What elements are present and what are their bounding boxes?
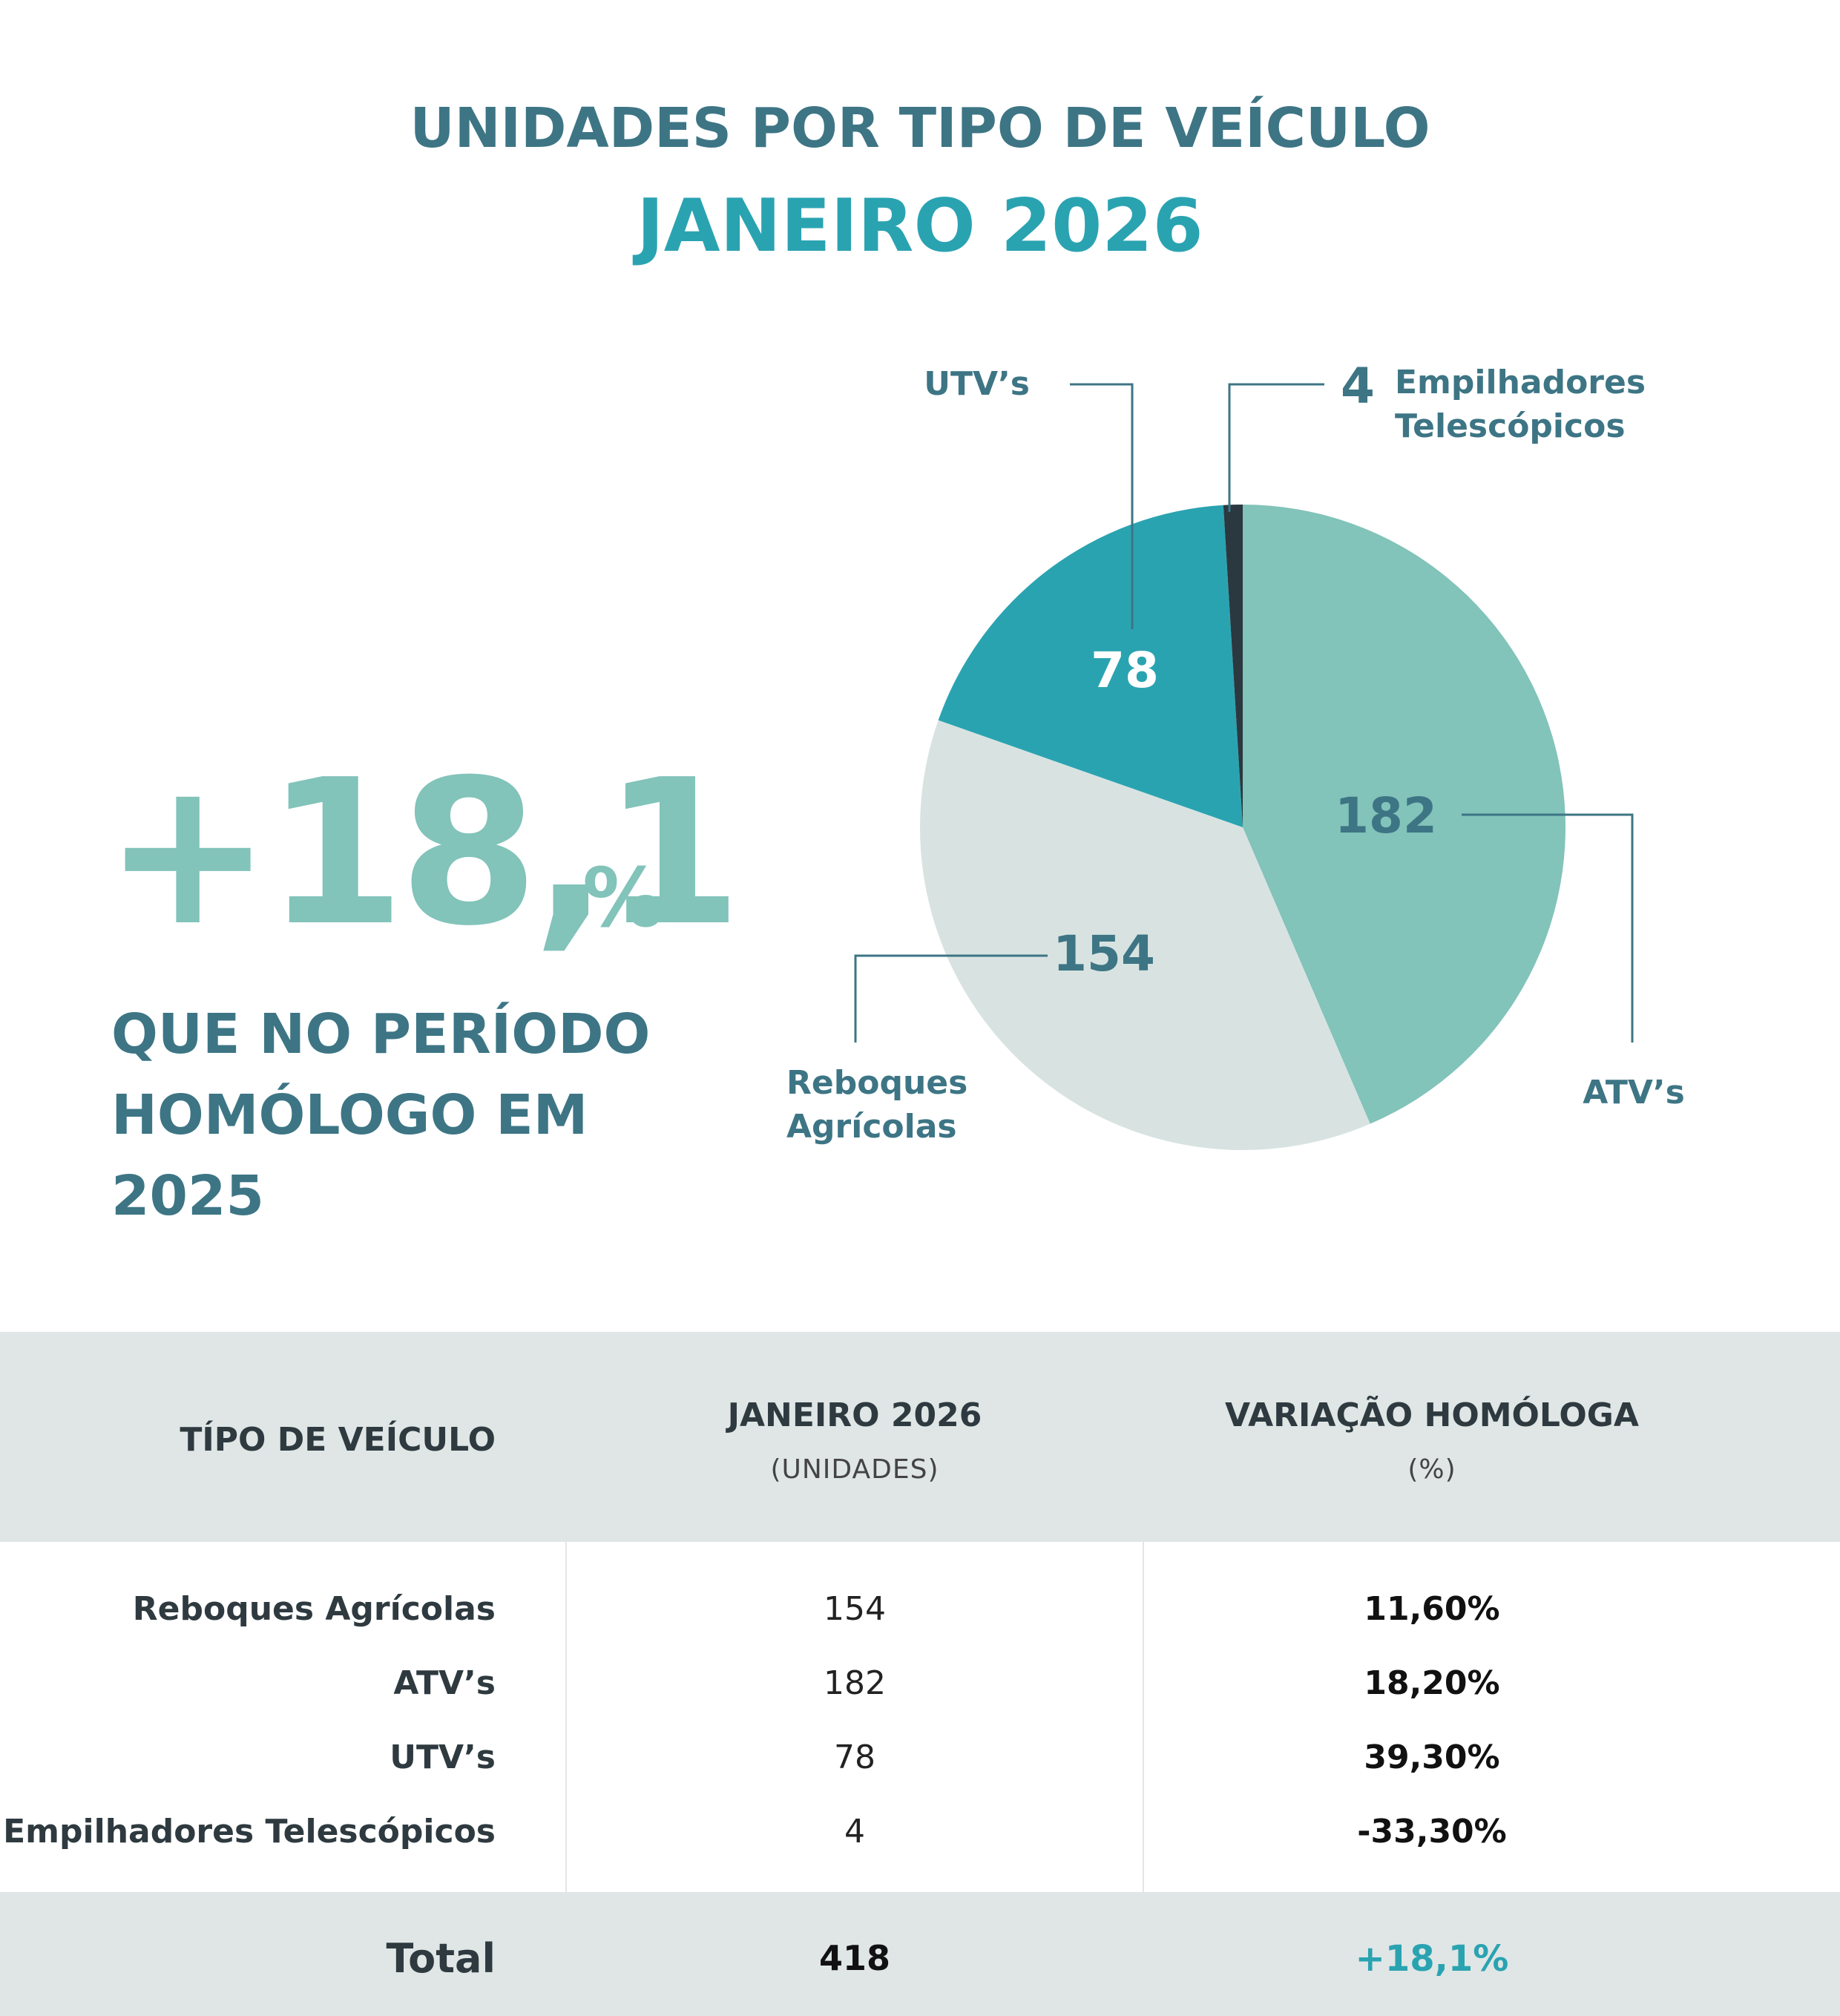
table-header — [0, 1332, 1840, 1542]
slice-value-empilhadores: 4 — [1341, 358, 1375, 415]
callout-line-reboques — [854, 954, 1048, 1043]
column-header-variation-sub: (%) — [1407, 1454, 1456, 1485]
column-header-units-sub: (UNIDADES) — [770, 1454, 939, 1485]
pie-slices — [920, 505, 1565, 1150]
row-units: 182 — [824, 1664, 886, 1702]
slice-atv — [1243, 505, 1565, 1124]
total-label: Total — [386, 1935, 496, 1982]
total-units: 418 — [818, 1938, 891, 1978]
highlight-description: QUE NO PERÍODO HOMÓLOGO EM 2025 — [111, 994, 675, 1237]
column-divider — [1143, 1542, 1144, 1892]
label-reboques-1: Reboques — [786, 1064, 967, 1102]
slice-reboques — [920, 720, 1370, 1150]
pie-chart: 182 154 78 4 ATV’s Reboques Agrícolas UT… — [786, 358, 1685, 1150]
highlight-line-2: HOMÓLOGO EM — [111, 1083, 588, 1147]
label-utv: UTV’s — [924, 365, 1030, 403]
table-total-row — [0, 1892, 1840, 2016]
slice-value-reboques: 154 — [1053, 925, 1155, 982]
row-variation: 39,30% — [1364, 1738, 1500, 1776]
row-type: Empilhadores Telescópicos — [3, 1813, 496, 1851]
highlight-line-3: 2025 — [111, 1164, 264, 1228]
column-header-variation: VARIAÇÃO HOMÓLOGA — [1225, 1396, 1639, 1434]
slice-value-atv: 182 — [1335, 787, 1437, 844]
slice-value-utv: 78 — [1091, 642, 1159, 699]
row-units: 154 — [824, 1590, 886, 1628]
callout-line-utv — [1070, 383, 1134, 629]
row-units: 78 — [834, 1738, 875, 1776]
row-type: Reboques Agrícolas — [132, 1590, 496, 1628]
highlight-line-1: QUE NO PERÍODO — [111, 1002, 651, 1066]
label-reboques-2: Agrícolas — [786, 1108, 957, 1146]
column-header-units: JANEIRO 2026 — [727, 1396, 982, 1434]
total-variation: +18,1% — [1355, 1938, 1509, 1980]
column-divider — [565, 1542, 567, 1892]
label-empilhadores-2: Telescópicos — [1395, 407, 1626, 445]
callout-line-atv — [1462, 813, 1634, 1043]
row-variation: 11,60% — [1364, 1590, 1500, 1628]
column-header-type: TÍPO DE VEÍCULO — [180, 1421, 496, 1459]
label-atv: ATV’s — [1583, 1074, 1685, 1112]
chart-subtitle: JANEIRO 2026 — [637, 184, 1203, 269]
row-units: 4 — [844, 1813, 865, 1851]
highlight-unit: % — [582, 850, 665, 945]
row-variation: 18,20% — [1364, 1664, 1500, 1702]
slice-utv — [938, 505, 1243, 827]
highlight-value: +18,1 — [104, 736, 742, 970]
row-type: ATV’s — [393, 1664, 496, 1702]
row-type: UTV’s — [390, 1738, 496, 1776]
row-variation: -33,30% — [1357, 1813, 1507, 1851]
slice-empilhadores — [1223, 505, 1243, 827]
chart-title: UNIDADES POR TIPO DE VEÍCULO — [410, 96, 1430, 160]
label-empilhadores-1: Empilhadores — [1395, 364, 1646, 401]
callout-line-empilhadores — [1228, 383, 1324, 512]
